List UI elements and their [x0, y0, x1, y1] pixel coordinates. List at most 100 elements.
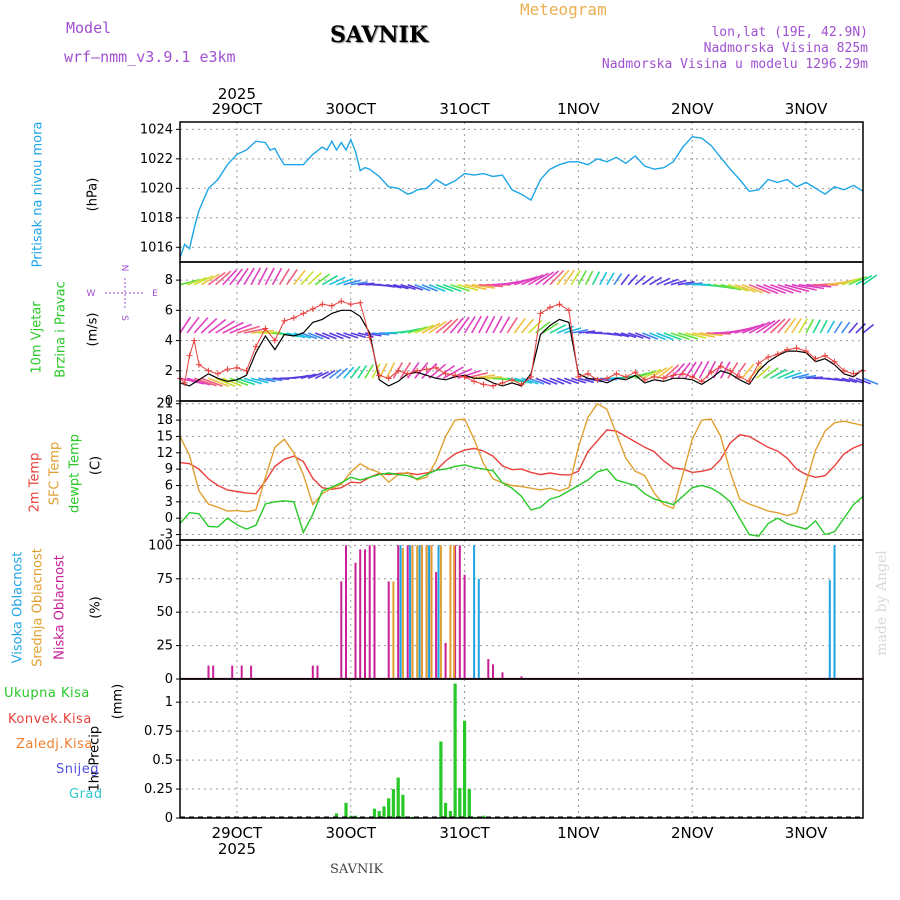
wind-arrow	[549, 324, 567, 334]
wind-gust-marker	[537, 310, 544, 317]
wind-gust-marker	[679, 370, 686, 377]
pressure-frame	[179, 121, 864, 263]
wind-gust-marker	[300, 310, 307, 317]
wind-arrow	[300, 332, 318, 340]
wind-arrow	[777, 283, 802, 294]
cloud-bar	[250, 665, 253, 679]
wind-arrow	[450, 283, 470, 292]
cloud-bar	[392, 581, 395, 679]
precip-bar	[372, 808, 377, 818]
wind-gust-marker	[660, 375, 667, 382]
wind-arrow	[755, 365, 771, 379]
precip-ytick-label: 0.75	[144, 724, 173, 739]
wind-arrow	[727, 283, 749, 292]
wind-gust-marker	[556, 301, 563, 308]
cloud-bar	[373, 545, 376, 679]
wind-arrow	[584, 270, 594, 286]
wind-arrow	[571, 328, 589, 334]
precip-bar	[444, 802, 448, 818]
wind-arrow	[300, 270, 314, 286]
legend-snow: Snijeg	[56, 762, 99, 777]
compass-south: S	[119, 315, 129, 321]
bottom-date-label: 30OCT	[325, 824, 376, 842]
wind-gust-marker	[452, 372, 459, 379]
wind-gust-marker	[191, 337, 198, 344]
cloud-bar	[311, 665, 314, 679]
wind-arrow	[193, 317, 209, 334]
wind-arrow	[777, 370, 795, 380]
wind-arrow	[421, 283, 438, 292]
wind-arrow	[578, 330, 596, 334]
wind-arrow	[563, 269, 575, 286]
wind-arrow	[798, 374, 817, 380]
model-altitude-info: Nadmorska Visina u modelu 1296.29m	[601, 57, 868, 72]
bottom-date-label: 2NOV	[671, 824, 714, 842]
cloud-bar	[833, 545, 836, 679]
wind-arrow	[542, 322, 559, 334]
wind-arrow	[507, 377, 527, 384]
wind-arrow	[571, 377, 587, 384]
wind-arrow	[791, 373, 810, 380]
wind-gust-marker	[717, 363, 724, 370]
wind-gust-marker	[461, 373, 468, 380]
wind-arrow	[314, 332, 330, 340]
temperature-series-sfc-temp	[179, 402, 864, 517]
wind-arrow	[812, 319, 821, 334]
pressure-ytick-label: 1016	[140, 240, 173, 255]
precip-ytick-label: 0.5	[152, 753, 173, 768]
cloud-bar	[340, 581, 343, 679]
precip-bar	[448, 811, 452, 818]
wind-arrow	[179, 377, 205, 385]
wind-arrow	[855, 275, 873, 286]
wind-arrow	[798, 318, 808, 334]
wind-arrow	[321, 369, 336, 379]
wind-arrow	[215, 270, 232, 286]
wind-arrow	[215, 320, 236, 334]
wind-arrow	[649, 332, 666, 341]
wind-gust-line	[179, 300, 864, 387]
wind-arrow	[677, 332, 699, 340]
wind-arrow	[186, 377, 211, 386]
wind-arrow	[385, 362, 396, 379]
wind-arrow	[265, 377, 283, 382]
wind-gust-marker	[423, 366, 430, 373]
wind-arrow	[862, 323, 875, 334]
wind-arrow	[535, 377, 551, 385]
wind-arrow	[606, 272, 615, 286]
wind-arrow	[770, 368, 787, 379]
wind-gust-marker	[433, 364, 440, 371]
wind-arrow	[649, 276, 663, 286]
wind-arrow	[663, 332, 682, 341]
cloud-bar	[428, 545, 430, 679]
top-year-label: 2025	[218, 85, 256, 103]
wind-arrow	[236, 325, 260, 334]
wind-arrow	[499, 316, 511, 334]
compass-east: E	[152, 289, 158, 299]
wind-arrow	[528, 272, 549, 286]
cloud-bar	[439, 545, 442, 679]
wind-arrow	[350, 365, 361, 379]
wind-arrow	[421, 322, 441, 334]
bottom-date-label: 31OCT	[439, 824, 490, 842]
wind-arrow	[613, 332, 630, 338]
wind-arrow	[236, 377, 256, 386]
wind-arrow	[720, 361, 731, 379]
wind-arrow	[606, 332, 623, 337]
wind-gust-marker	[708, 369, 715, 376]
wind-gust-marker	[214, 370, 221, 377]
wind-gust-marker	[812, 355, 819, 362]
cloud-ytick-label: 25	[156, 639, 173, 654]
wind-arrow	[492, 315, 503, 334]
wind-arrow	[642, 368, 662, 380]
wind-arrow	[386, 283, 402, 289]
wind-arrow	[656, 332, 674, 341]
wind-arrow	[278, 268, 290, 286]
wind-arrow	[428, 320, 447, 334]
wind-arrow	[599, 271, 608, 286]
wind-gust-marker	[262, 325, 269, 332]
wind-arrow	[464, 283, 487, 291]
wind-arrow	[243, 377, 262, 385]
wind-arrow	[663, 364, 680, 379]
wind-arrow	[293, 269, 306, 286]
